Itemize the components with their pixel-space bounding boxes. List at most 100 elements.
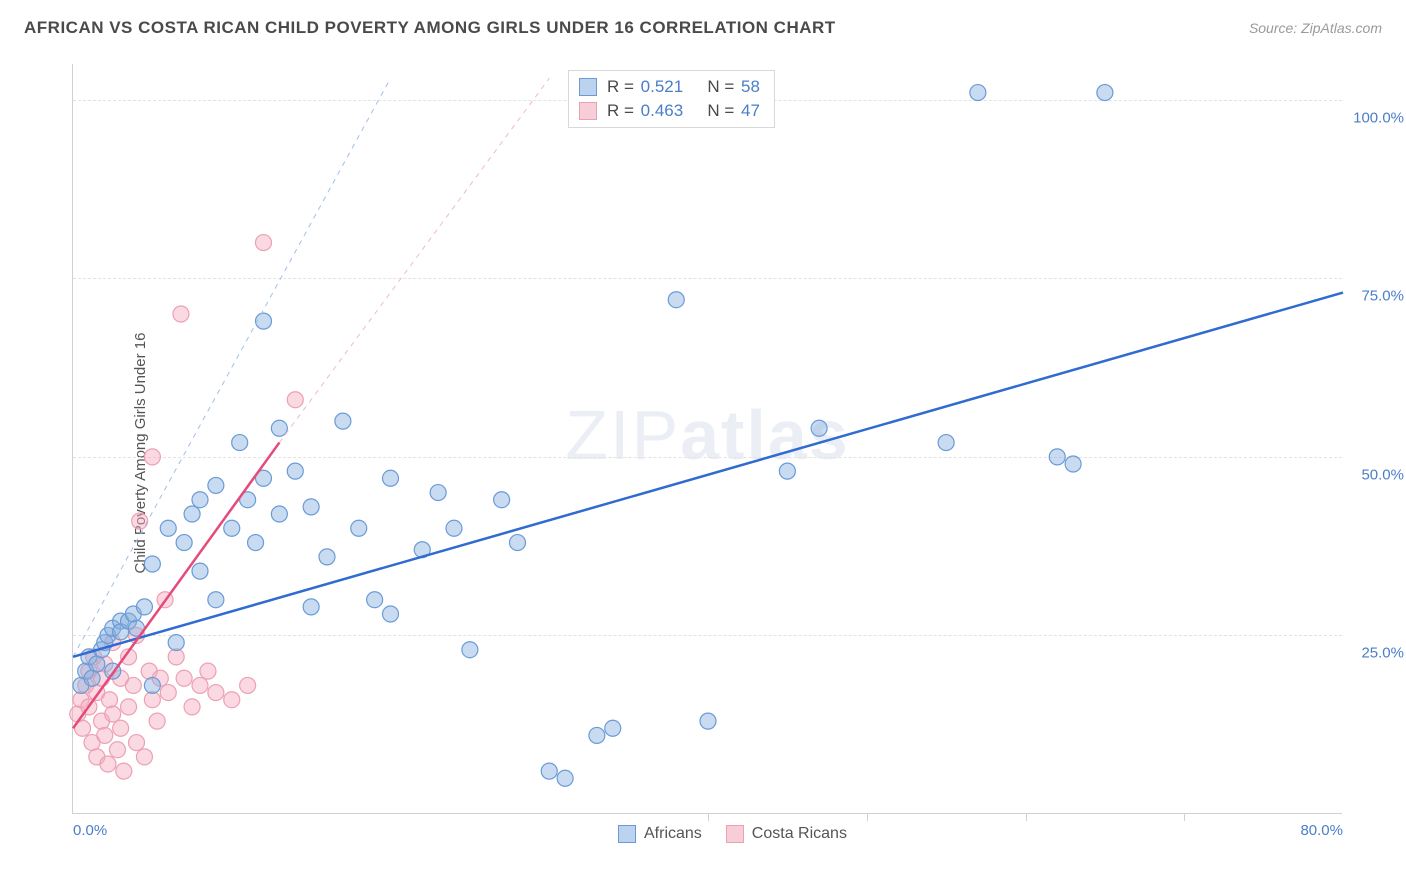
data-point [668,292,684,308]
data-point [970,85,986,101]
legend-label: Africans [644,825,702,843]
data-point [121,699,137,715]
data-point [168,635,184,651]
data-point [144,556,160,572]
data-point [494,492,510,508]
legend-stats-row: R = 0.521 N = 58 [579,75,760,99]
data-point [938,435,954,451]
data-point [351,520,367,536]
data-point [1049,449,1065,465]
x-tick-label: 0.0% [73,822,107,839]
data-point [271,506,287,522]
y-tick-label: 100.0% [1348,109,1404,126]
data-point [335,413,351,429]
data-point [541,763,557,779]
chart-title: AFRICAN VS COSTA RICAN CHILD POVERTY AMO… [24,18,836,38]
data-point [176,670,192,686]
data-point [84,670,100,686]
x-tick-mark [867,813,868,821]
data-point [173,306,189,322]
legend-swatch [726,825,744,843]
data-point [557,770,573,786]
correlation-legend: R = 0.521 N = 58R = 0.463 N = 47 [568,70,775,128]
data-point [176,535,192,551]
data-point [811,420,827,436]
data-point [113,720,129,736]
r-value: 0.521 [641,77,693,97]
r-value: 0.463 [641,101,693,121]
data-point [779,463,795,479]
data-point [160,520,176,536]
data-point [192,492,208,508]
data-point [224,520,240,536]
legend-swatch [618,825,636,843]
data-point [271,420,287,436]
y-tick-label: 25.0% [1348,645,1404,662]
legend-item: Costa Ricans [726,825,847,843]
data-point [248,535,264,551]
data-point [510,535,526,551]
plot-area: ZIPatlas R = 0.521 N = 58R = 0.463 N = 4… [72,64,1342,814]
data-point [319,549,335,565]
data-point [144,677,160,693]
legend-item: Africans [618,825,702,843]
legend-swatch [579,78,597,96]
data-point [109,742,125,758]
y-tick-label: 50.0% [1348,466,1404,483]
data-point [700,713,716,729]
data-point [208,592,224,608]
data-point [1065,456,1081,472]
data-point [192,563,208,579]
data-point [383,606,399,622]
data-point [240,677,256,693]
data-point [184,699,200,715]
y-tick-label: 75.0% [1348,288,1404,305]
data-point [224,692,240,708]
x-tick-mark [1184,813,1185,821]
chart-source: Source: ZipAtlas.com [1249,20,1382,36]
data-point [184,506,200,522]
data-point [144,449,160,465]
data-point [287,463,303,479]
series-legend: Africans Costa Ricans [618,825,847,843]
data-point [129,735,145,751]
data-point [383,470,399,486]
data-point [430,485,446,501]
data-point [100,756,116,772]
trend-line-extension [279,78,549,442]
data-point [125,677,141,693]
data-point [589,727,605,743]
data-point [303,499,319,515]
legend-stats-row: R = 0.463 N = 47 [579,99,760,123]
data-point [256,313,272,329]
data-point [605,720,621,736]
data-point [102,692,118,708]
data-point [287,392,303,408]
data-point [160,685,176,701]
data-point [303,599,319,615]
legend-label: Costa Ricans [752,825,847,843]
data-point [232,435,248,451]
data-point [200,663,216,679]
x-tick-label: 80.0% [1300,822,1343,839]
trend-line-extension [73,78,391,657]
data-point [149,713,165,729]
data-point [462,642,478,658]
data-point [97,727,113,743]
chart-header: AFRICAN VS COSTA RICAN CHILD POVERTY AMO… [0,0,1406,48]
chart-svg [73,64,1342,813]
data-point [89,656,105,672]
data-point [168,649,184,665]
data-point [192,677,208,693]
n-value: 47 [741,101,760,120]
data-point [132,513,148,529]
x-tick-mark [708,813,709,821]
legend-swatch [579,102,597,120]
data-point [136,749,152,765]
data-point [256,235,272,251]
x-tick-mark [1026,813,1027,821]
data-point [105,706,121,722]
data-point [446,520,462,536]
data-point [136,599,152,615]
chart-container: Child Poverty Among Girls Under 16 ZIPat… [50,58,1380,848]
